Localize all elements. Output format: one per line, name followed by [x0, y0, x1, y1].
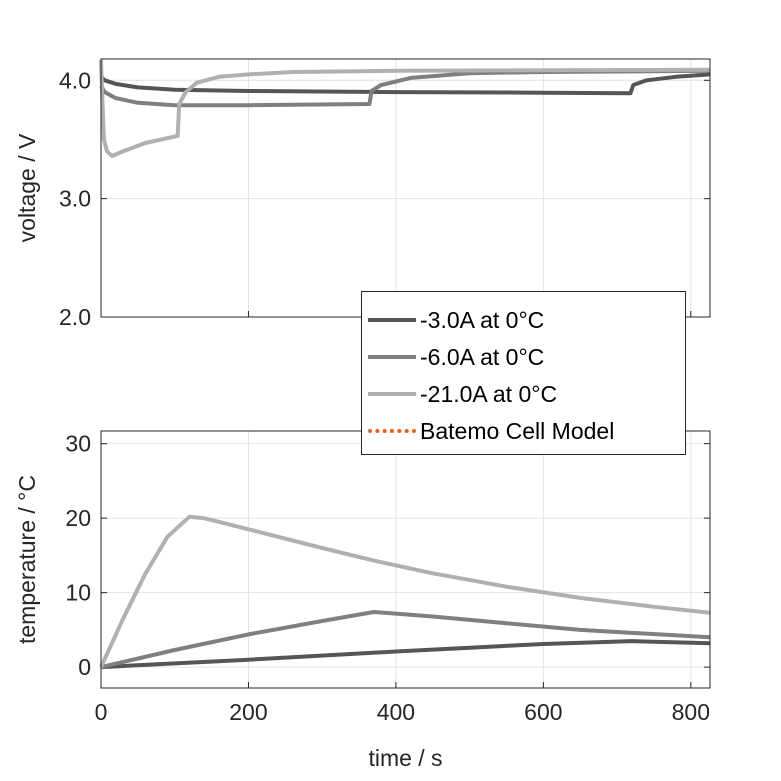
legend-label: -3.0A at 0°C	[420, 306, 545, 333]
x-tick-label: 0	[95, 699, 108, 725]
legend-label: -6.0A at 0°C	[420, 343, 545, 370]
legend-label: Batemo Cell Model	[420, 417, 615, 444]
series-line	[100, 610, 711, 670]
y-tick-label: 3.0	[59, 186, 91, 212]
y-tick-label: 4.0	[59, 67, 91, 93]
y-tick-label: 30	[65, 431, 91, 457]
legend-item: -6.0A at 0°C	[368, 339, 544, 375]
legend-swatch	[368, 318, 416, 322]
x-tick-label: 200	[229, 699, 267, 725]
y-tick-label: 0	[78, 654, 91, 680]
x-tick-label: 800	[672, 699, 710, 725]
series-line	[100, 639, 711, 670]
legend-swatch	[368, 392, 416, 396]
plot-area	[101, 59, 710, 317]
y-axis-label: voltage / V	[14, 133, 40, 242]
y-tick-label: 2.0	[59, 304, 91, 330]
y-tick-label: 20	[65, 505, 91, 531]
y-axis-label: temperature / °C	[14, 475, 40, 644]
legend: -3.0A at 0°C -6.0A at 0°C -21.0A at 0°C …	[361, 291, 686, 455]
legend-swatch	[368, 429, 416, 433]
legend-item: -21.0A at 0°C	[368, 376, 557, 412]
series-line	[99, 514, 711, 668]
x-tick-label: 600	[524, 699, 562, 725]
series-line	[99, 72, 711, 96]
series-line	[99, 60, 711, 158]
legend-swatch	[368, 355, 416, 359]
legend-item: Batemo Cell Model	[368, 413, 614, 449]
x-axis-label: time / s	[368, 745, 442, 771]
x-tick-label: 400	[377, 699, 415, 725]
legend-label: -21.0A at 0°C	[420, 380, 558, 407]
legend-item: -3.0A at 0°C	[368, 302, 544, 338]
series-line	[99, 68, 711, 108]
y-tick-label: 10	[65, 580, 91, 606]
